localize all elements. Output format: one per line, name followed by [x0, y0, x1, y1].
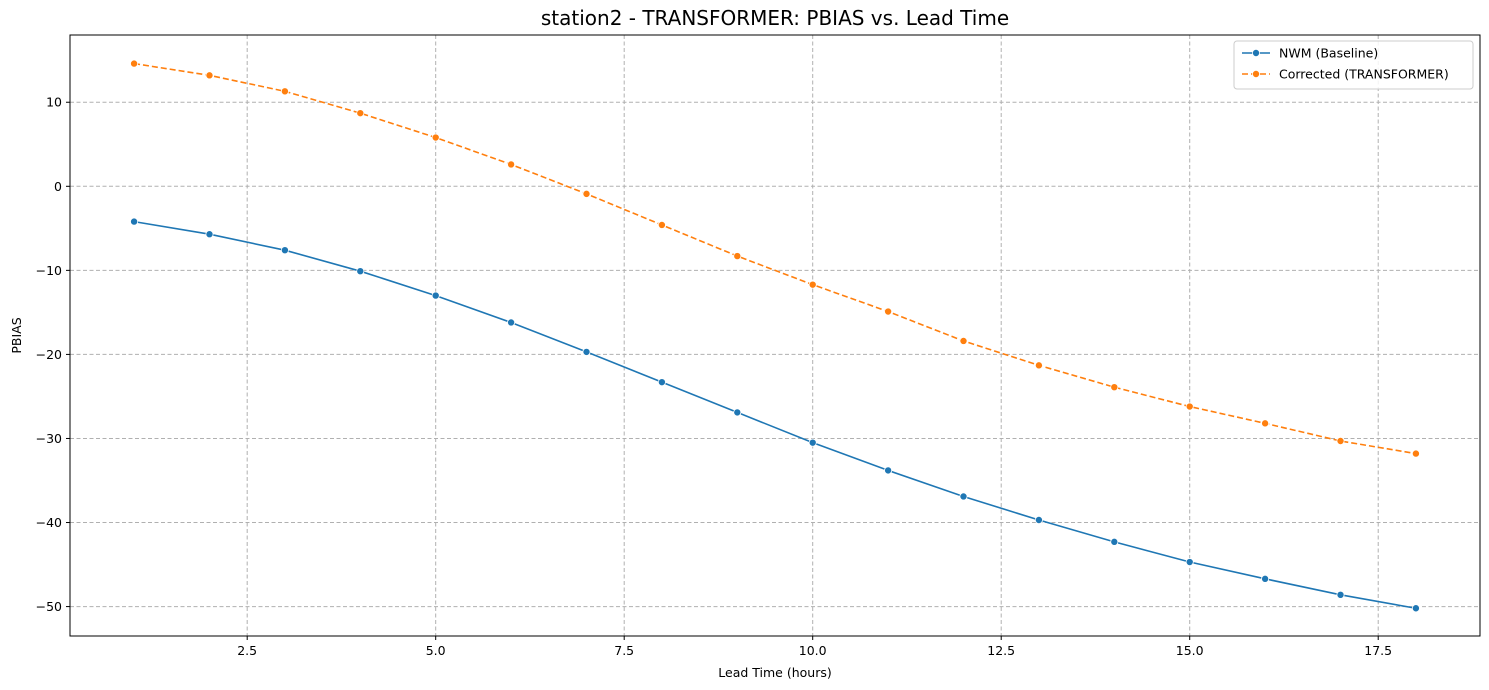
y-tick-label: −30 — [36, 431, 62, 446]
data-point — [1185, 558, 1194, 567]
data-point — [582, 347, 591, 356]
data-point — [507, 318, 516, 327]
y-tick-label: 10 — [46, 95, 62, 110]
data-point — [356, 109, 365, 118]
x-tick-label: 5.0 — [426, 643, 446, 658]
data-point — [130, 217, 139, 226]
x-tick-label: 7.5 — [614, 643, 634, 658]
y-tick-label: 0 — [54, 179, 62, 194]
data-point — [205, 71, 214, 80]
x-tick-label: 17.5 — [1364, 643, 1392, 658]
legend-marker — [1252, 70, 1261, 79]
legend-label: NWM (Baseline) — [1279, 46, 1378, 61]
data-point — [1336, 590, 1345, 599]
data-point — [657, 220, 666, 229]
data-point — [1110, 537, 1119, 546]
data-point — [1261, 419, 1270, 428]
series-2 — [130, 59, 1420, 458]
y-tick-label: −50 — [36, 599, 62, 614]
data-point — [1034, 361, 1043, 370]
data-point — [130, 59, 139, 68]
data-point — [431, 291, 440, 300]
legend-item: Corrected (TRANSFORMER) — [1242, 67, 1449, 82]
data-point — [657, 378, 666, 387]
data-point — [507, 160, 516, 169]
x-tick-label: 2.5 — [237, 643, 257, 658]
x-axis-label: Lead Time (hours) — [718, 665, 831, 680]
legend: NWM (Baseline) Corrected (TRANSFORMER) — [1233, 40, 1474, 90]
series-line — [133, 220, 1417, 610]
x-axis: 2.5 5.0 7.5 10.0 12.5 15.0 17.5 — [237, 636, 1392, 658]
y-tick-label: −20 — [36, 347, 62, 362]
data-point — [1034, 516, 1043, 525]
data-point — [884, 466, 893, 475]
data-point — [280, 246, 289, 255]
data-point — [431, 133, 440, 142]
data-point — [582, 189, 591, 198]
data-point — [959, 336, 968, 345]
data-point — [733, 408, 742, 417]
legend-box — [1233, 40, 1474, 90]
x-tick-label: 10.0 — [799, 643, 827, 658]
series-1 — [130, 217, 1420, 613]
data-point — [1411, 604, 1420, 613]
legend-marker — [1252, 49, 1261, 58]
series-line — [133, 62, 1417, 455]
data-point — [280, 87, 289, 96]
data-point — [1261, 574, 1270, 583]
data-point — [1110, 383, 1119, 392]
x-tick-label: 12.5 — [987, 643, 1015, 658]
data-point — [1185, 402, 1194, 411]
data-point — [356, 267, 365, 276]
data-point — [884, 307, 893, 316]
x-tick-label: 15.0 — [1176, 643, 1204, 658]
data-point — [808, 438, 817, 447]
y-axis-label: PBIAS — [9, 317, 24, 353]
data-point — [808, 280, 817, 289]
data-point — [1336, 436, 1345, 445]
legend-item: NWM (Baseline) — [1242, 46, 1378, 61]
y-tick-label: −40 — [36, 515, 62, 530]
data-point — [205, 230, 214, 239]
grid — [70, 35, 1480, 636]
data-point — [733, 252, 742, 261]
data-point — [959, 492, 968, 501]
legend-label: Corrected (TRANSFORMER) — [1279, 67, 1449, 82]
series-layer — [130, 59, 1420, 613]
plot-frame — [69, 34, 1481, 637]
y-tick-label: −10 — [36, 263, 62, 278]
chart-title: station2 - TRANSFORMER: PBIAS vs. Lead T… — [541, 6, 1009, 30]
data-point — [1411, 449, 1420, 458]
y-axis: 10 0 −10 −20 −30 −40 −50 — [36, 95, 70, 614]
